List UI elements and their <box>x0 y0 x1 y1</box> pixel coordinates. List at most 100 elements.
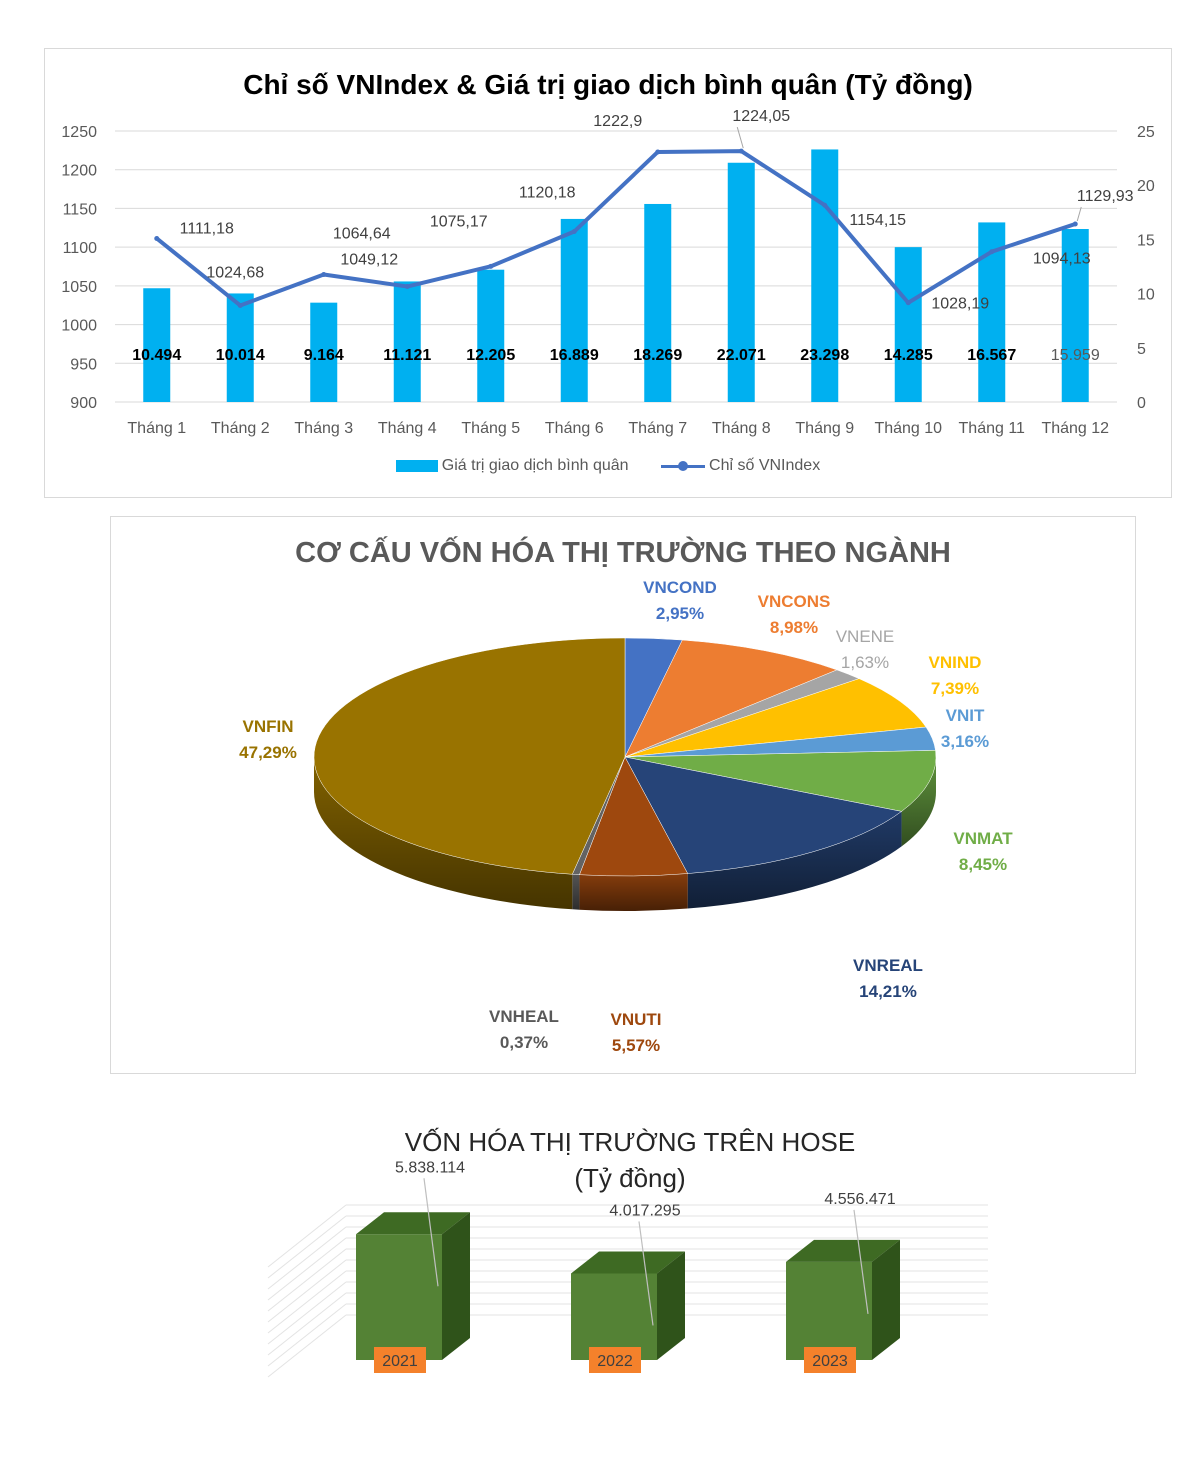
line-value-label: 1064,64 <box>333 226 391 243</box>
pie-label-name: VNFIN <box>243 717 294 736</box>
hose-bar-2022 <box>571 1273 657 1360</box>
pie-label-value: 3,16% <box>941 732 989 751</box>
side-gridline <box>267 1292 347 1356</box>
vnindex-point-Tháng 11 <box>989 249 995 255</box>
vnindex-point-Tháng 12 <box>1072 221 1078 227</box>
pie-label-value: 8,45% <box>959 855 1007 874</box>
line-value-label: 1028,19 <box>931 296 989 313</box>
pie-label-value: 14,21% <box>859 982 917 1001</box>
bar-Tháng 6 <box>560 218 588 402</box>
side-gridline <box>267 1303 347 1367</box>
y-left-tick: 1000 <box>61 318 97 335</box>
legend-line-series: Chỉ số VNIndex <box>661 457 820 475</box>
pie-label-name: VNHEAL <box>489 1007 559 1026</box>
y-left-tick: 950 <box>70 356 97 373</box>
hose-bar-side <box>442 1212 470 1360</box>
vnindex-point-Tháng 9 <box>822 202 828 208</box>
pie-label-name: VNCONS <box>758 592 831 611</box>
bar-Tháng 12 <box>1061 229 1089 402</box>
pie-chart-title: CƠ CẤU VỐN HÓA THỊ TRƯỜNG THEO NGÀNH <box>295 537 951 569</box>
legend-bar-series: Giá trị giao dịch bình quân <box>395 457 629 475</box>
pie-label-name: VNMAT <box>953 829 1013 848</box>
pie-slice-VNMAT <box>624 750 937 812</box>
legend-line-label: Chỉ số VNIndex <box>709 457 821 474</box>
vnindex-point-Tháng 1 <box>154 235 160 241</box>
pie-label-name: VNUTI <box>611 1010 662 1029</box>
line-value-label: 1024,68 <box>206 264 264 281</box>
pie-label-value: 7,39% <box>931 679 979 698</box>
hose-chart-plot: 5.838.114 2021 4.017.295 2022 4.556.471 2023 <box>267 1159 988 1378</box>
pie-label-value: 5,57% <box>612 1036 660 1055</box>
bar-value-label: 16.889 <box>550 347 599 364</box>
vnindex-point-Tháng 10 <box>905 300 911 306</box>
vnindex-point-Tháng 2 <box>237 302 243 308</box>
y-left-tick: 1050 <box>61 279 97 296</box>
hose-category-box <box>804 1347 856 1373</box>
bar-value-label: 14.285 <box>884 347 933 364</box>
bar-Tháng 9 <box>811 149 839 402</box>
hose-leader-line <box>423 1178 439 1287</box>
pie-slice-VNFIN <box>313 637 626 875</box>
bar-value-label: 10.494 <box>132 347 181 364</box>
hose-leader-line <box>853 1209 869 1314</box>
legend-bar-label: Giá trị giao dịch bình quân <box>441 457 629 474</box>
line-value-label: 1049,12 <box>340 252 398 269</box>
bar-Tháng 7 <box>644 203 672 402</box>
bar-Tháng 10 <box>894 247 922 402</box>
hose-category-label: 2022 <box>597 1353 633 1370</box>
bar-Tháng 4 <box>393 281 421 402</box>
combo-chart-plot: 900 950 1000 1050 1100 1150 1200 1250 0 5 10 15 20 25… <box>61 108 1155 437</box>
x-tick-label: Tháng 10 <box>874 420 942 437</box>
side-gridline <box>267 1259 347 1323</box>
side-gridline <box>267 1314 347 1378</box>
hose-value-label: 4.556.471 <box>824 1191 895 1208</box>
pie-chart-plot: VNCOND 2,95% VNCONS 8,98% VNENE 1,63% VNIND 7,3… <box>239 578 1013 1055</box>
legend-line-swatch <box>661 460 706 472</box>
bar-Tháng 8 <box>727 162 755 402</box>
pie-label-name: VNIT <box>946 706 985 725</box>
line-value-label: 1075,17 <box>430 213 488 230</box>
x-tick-label: Tháng 9 <box>795 420 854 437</box>
side-gridline <box>267 1215 347 1279</box>
bar-Tháng 5 <box>477 269 505 402</box>
bar-value-label: 9.164 <box>304 347 344 364</box>
x-tick-label: Tháng 2 <box>211 420 270 437</box>
x-tick-label: Tháng 6 <box>545 420 604 437</box>
hose-bar-side <box>657 1251 685 1360</box>
hose-value-label: 4.017.295 <box>609 1202 680 1219</box>
hose-market-cap-chart: VỐN HÓA THỊ TRƯỜNG TRÊN HOSE (Tỷ đồng) 5… <box>250 1110 1010 1410</box>
y-right-tick: 15 <box>1137 232 1155 249</box>
pie-side-VNHEAL <box>572 874 580 910</box>
vnindex-point-Tháng 4 <box>404 284 410 290</box>
y-right-tick: 0 <box>1137 395 1146 412</box>
pie-label-value: 8,98% <box>770 618 818 637</box>
line-value-label: 1094,13 <box>1033 251 1091 268</box>
bar-value-label: 23.298 <box>800 347 849 364</box>
x-tick-label: Tháng 5 <box>461 420 520 437</box>
hose-category-label: 2023 <box>812 1353 848 1370</box>
hose-chart-title: VỐN HÓA THỊ TRƯỜNG TRÊN HOSE (Tỷ đồng) <box>250 1124 1010 1196</box>
side-gridline <box>267 1281 347 1345</box>
vnindex-line <box>155 149 1076 308</box>
y-left-tick: 1150 <box>63 201 98 218</box>
line-value-label: 1120,18 <box>519 185 576 202</box>
hose-bar-side <box>872 1239 900 1360</box>
y-left-tick: 1250 <box>61 124 97 141</box>
y-right-tick: 10 <box>1137 287 1155 304</box>
vnindex-point-Tháng 5 <box>488 263 494 269</box>
bar-Tháng 3 <box>310 302 338 402</box>
pie-label-value: 0,37% <box>500 1033 548 1052</box>
hose-bar-2021 <box>356 1234 442 1360</box>
leader-line <box>1076 206 1082 222</box>
bar-value-label: 15.959 <box>1051 347 1100 364</box>
pie-slice-VNCONS <box>624 639 838 758</box>
bar-value-label: 10.014 <box>216 347 265 364</box>
x-tick-label: Tháng 4 <box>378 420 437 437</box>
x-tick-label: Tháng 3 <box>294 420 353 437</box>
y-left-tick: 900 <box>70 395 97 412</box>
pie-side-VNMAT <box>901 757 936 847</box>
line-value-label: 1224,05 <box>732 108 790 125</box>
sector-pie-chart: CƠ CẤU VỐN HÓA THỊ TRƯỜNG THEO NGÀNH VNC… <box>110 516 1136 1074</box>
bar-value-label: 12.205 <box>466 347 515 364</box>
pie-slice-VNIND <box>624 678 927 758</box>
